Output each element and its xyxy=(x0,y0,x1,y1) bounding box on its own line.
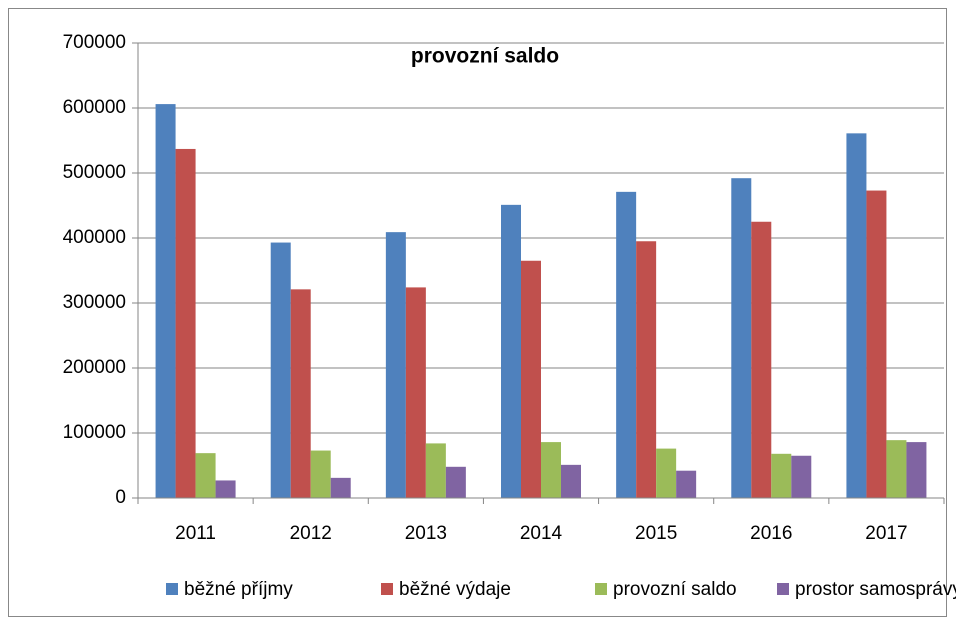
x-tick-label: 2014 xyxy=(520,523,563,544)
bar xyxy=(656,448,677,498)
bar xyxy=(866,190,887,499)
chart-frame xyxy=(8,8,947,617)
y-tick-label: 0 xyxy=(115,487,126,508)
bar xyxy=(676,470,697,498)
bar xyxy=(541,442,561,498)
bar xyxy=(521,260,541,498)
bar xyxy=(175,148,196,498)
bar xyxy=(846,133,867,498)
bar xyxy=(215,480,236,498)
y-tick-label: 400000 xyxy=(63,227,126,248)
bar xyxy=(155,104,176,498)
bar xyxy=(425,443,446,498)
bar xyxy=(751,221,772,498)
legend-swatch xyxy=(595,583,607,595)
y-tick-label: 500000 xyxy=(63,162,126,183)
legend-label: běžné výdaje xyxy=(399,579,511,600)
bar xyxy=(290,289,311,498)
bar xyxy=(445,466,466,498)
legend-swatch xyxy=(166,583,178,595)
y-tick-label: 200000 xyxy=(63,357,126,378)
x-tick-label: 2017 xyxy=(865,523,907,544)
legend-swatch xyxy=(777,583,789,595)
bar xyxy=(501,204,521,498)
legend-label: provozní saldo xyxy=(613,579,737,600)
legend-swatch xyxy=(381,583,393,595)
bar xyxy=(385,232,406,498)
bar xyxy=(731,178,752,498)
y-tick-label: 100000 xyxy=(63,422,126,443)
x-tick-label: 2015 xyxy=(635,523,677,544)
x-tick-label: 2013 xyxy=(405,523,447,544)
chart-title: provozní saldo xyxy=(411,45,559,68)
y-tick-label: 700000 xyxy=(63,32,126,53)
bar xyxy=(310,450,331,498)
legend-label: běžné příjmy xyxy=(184,579,293,600)
bar xyxy=(195,453,216,498)
x-tick-label: 2016 xyxy=(750,523,792,544)
legend-label: prostor samosprávy xyxy=(795,579,956,600)
y-tick-label: 300000 xyxy=(63,292,126,313)
y-tick-label: 600000 xyxy=(63,97,126,118)
bar xyxy=(561,464,581,498)
bar xyxy=(906,442,927,498)
x-tick-label: 2011 xyxy=(175,523,216,544)
bar xyxy=(616,191,637,498)
bar xyxy=(270,242,291,498)
bar xyxy=(405,287,426,498)
bar xyxy=(330,477,351,498)
bar xyxy=(771,453,792,498)
bar xyxy=(636,241,657,498)
x-tick-label: 2012 xyxy=(290,523,332,544)
bar xyxy=(791,455,812,498)
bar xyxy=(886,440,907,498)
